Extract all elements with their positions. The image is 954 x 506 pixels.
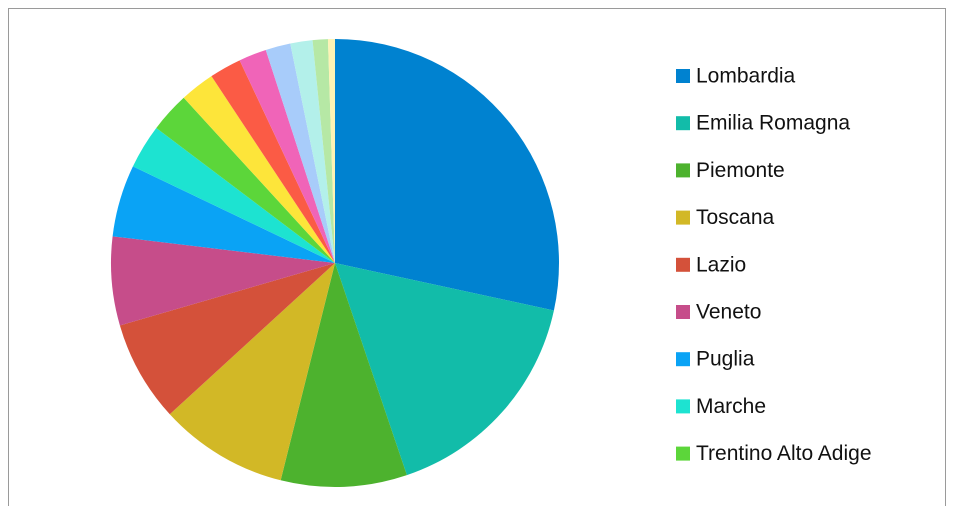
legend-swatch — [676, 352, 690, 367]
legend-swatch — [676, 116, 690, 131]
pie-slice — [156, 97, 335, 263]
pie-slice — [290, 40, 335, 263]
legend-label: Lazio — [696, 253, 746, 276]
legend-label: Marche — [696, 395, 766, 418]
legend-label: Toscana — [696, 206, 775, 229]
pie-slice — [119, 263, 335, 415]
legend-swatch — [676, 399, 690, 414]
pie-slice — [169, 263, 335, 481]
pie-slice — [112, 166, 335, 263]
legend-swatch — [676, 163, 690, 178]
legend-label: Veneto — [696, 301, 761, 324]
pie-slice — [111, 236, 335, 326]
pie-slice — [312, 39, 335, 263]
pie-slice — [335, 263, 554, 476]
chart-border — [8, 8, 946, 506]
legend-label: Lombardia — [696, 65, 796, 88]
legend-label: Puglia — [696, 348, 755, 371]
legend-swatch — [676, 446, 690, 461]
legend-label: Piemonte — [696, 159, 785, 182]
legend-swatch — [676, 257, 690, 272]
pie-slice — [280, 263, 407, 487]
pie-slice — [239, 49, 335, 263]
legend-label: Emilia Romagna — [696, 112, 850, 135]
pie-slice — [183, 76, 335, 263]
pie-slice — [211, 60, 335, 263]
legend-swatch — [676, 210, 690, 225]
pie-slice — [327, 39, 335, 263]
legend-label: Trentino Alto Adige — [696, 442, 872, 465]
pie-slice — [335, 39, 559, 311]
legend-swatch — [676, 305, 690, 319]
pie-slice — [265, 43, 335, 263]
legend-swatch — [676, 69, 690, 83]
pie-slice — [132, 127, 335, 263]
